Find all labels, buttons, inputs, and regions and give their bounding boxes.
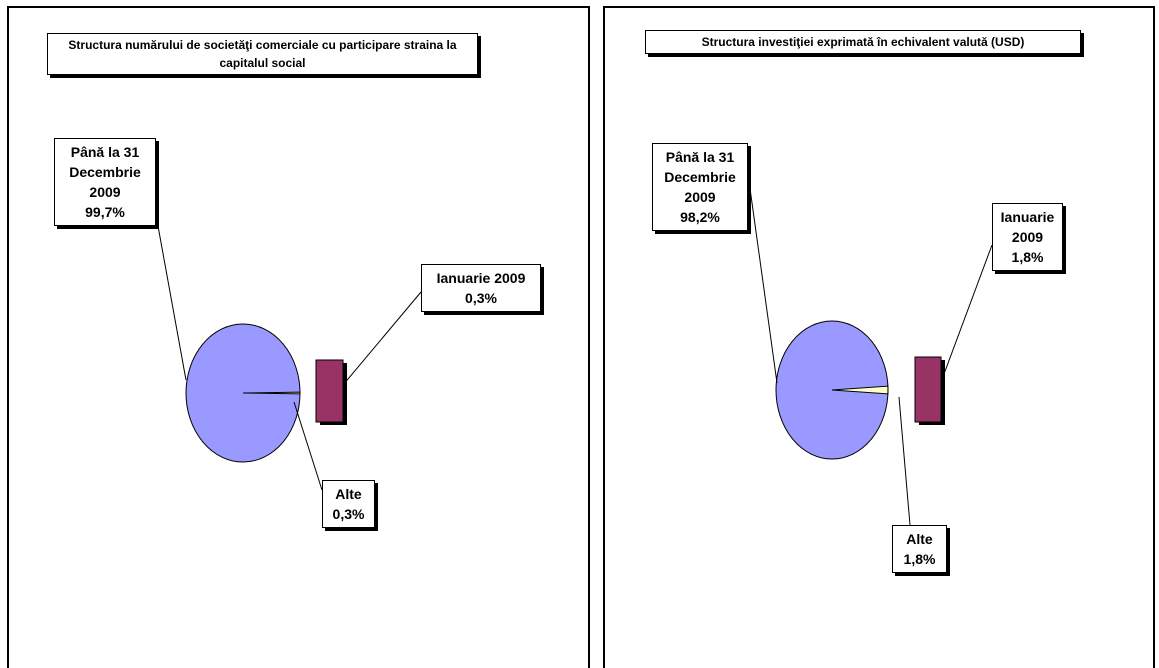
data-label-right-jan: Ianuarie 2009 1,8% bbox=[992, 203, 1063, 271]
data-label-line: Ianuarie 2009 bbox=[436, 270, 526, 286]
data-label-right-main: Până la 31 Decembrie 2009 98,2% bbox=[652, 143, 748, 231]
data-label-line: Până la 31 bbox=[665, 149, 735, 165]
chart-title-right: Structura investiţiei exprimată în echiv… bbox=[645, 30, 1081, 54]
data-label-line: 0,3% bbox=[332, 506, 365, 522]
data-label-line: 1,8% bbox=[903, 551, 936, 567]
leader-line-main bbox=[155, 214, 187, 381]
leader-line-jan bbox=[940, 244, 993, 383]
data-label-line: Decembrie bbox=[664, 169, 736, 185]
data-label-line: Alte bbox=[335, 486, 362, 502]
chart-panel-right bbox=[603, 6, 1155, 668]
chart-title-right-text: Structura investiţiei exprimată în echiv… bbox=[701, 35, 1025, 49]
data-label-left-other: Alte 0,3% bbox=[322, 480, 375, 528]
data-label-left-jan: Ianuarie 2009 0,3% bbox=[421, 264, 541, 312]
data-label-line: Decembrie bbox=[69, 164, 141, 180]
chart-panel-left bbox=[7, 6, 590, 668]
data-label-line: 2009 bbox=[89, 184, 121, 200]
data-label-right-other: Alte 1,8% bbox=[892, 525, 947, 573]
data-label-line: 1,8% bbox=[1011, 249, 1044, 265]
data-label-line: Până la 31 bbox=[70, 144, 140, 160]
bar-segment-jan bbox=[914, 356, 942, 423]
data-label-line: 99,7% bbox=[85, 204, 125, 220]
chart-title-left-text: Structura numărului de societăţi comerci… bbox=[68, 38, 457, 70]
leader-line-other bbox=[293, 401, 323, 491]
data-label-line: 0,3% bbox=[465, 290, 497, 306]
leader-line-other bbox=[898, 396, 911, 526]
data-label-left-main: Până la 31 Decembrie 2009 99,7% bbox=[54, 138, 156, 226]
data-label-line: 98,2% bbox=[680, 209, 720, 225]
pie-slice-other bbox=[831, 385, 889, 395]
bar-segment-jan bbox=[315, 359, 344, 423]
leader-line-main bbox=[747, 173, 778, 384]
data-label-line: Ianuarie bbox=[1000, 209, 1055, 225]
leader-line-jan bbox=[342, 291, 422, 386]
chart-title-left: Structura numărului de societăţi comerci… bbox=[47, 33, 478, 75]
data-label-line: 2009 bbox=[1011, 229, 1044, 245]
data-label-line: 2009 bbox=[684, 189, 716, 205]
pie-slice-other bbox=[242, 391, 301, 395]
data-label-line: Alte bbox=[906, 531, 933, 547]
